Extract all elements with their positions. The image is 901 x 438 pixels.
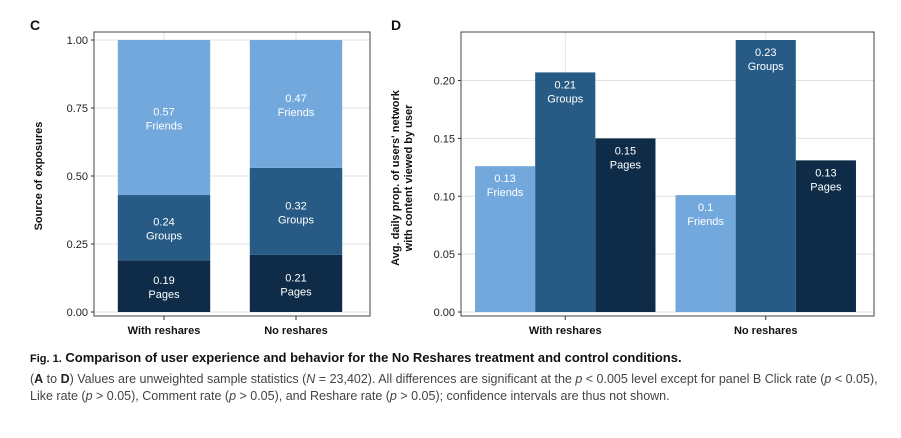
bar-groups	[535, 72, 596, 312]
series-label: Groups	[146, 231, 183, 243]
bar-segment-friends	[249, 40, 343, 168]
bar-friends	[675, 195, 736, 312]
figure-canvas: 0.000.250.500.751.000.19Pages0.24Groups0…	[30, 17, 875, 337]
bar-friends	[475, 166, 536, 312]
data-label: 0.47	[285, 93, 306, 105]
series-label: Pages	[810, 181, 842, 193]
series-label: Groups	[748, 61, 785, 73]
bar-segment-groups	[249, 167, 343, 255]
series-label: Pages	[280, 286, 312, 298]
y-tick-label: 0.00	[67, 307, 88, 319]
caption-italic: p	[824, 372, 832, 386]
data-label: 0.32	[285, 200, 306, 212]
data-label: 0.21	[555, 79, 576, 91]
data-label: 0.1	[698, 202, 713, 214]
series-label: Friends	[278, 107, 315, 119]
panel-border	[93, 31, 371, 317]
series-label: Groups	[547, 93, 584, 105]
data-label: 0.21	[285, 272, 306, 284]
caption-italic: p	[575, 372, 583, 386]
y-tick-label: 0.50	[67, 171, 88, 183]
caption-letter-d: D	[60, 372, 70, 386]
series-label: Friends	[146, 121, 183, 133]
data-label: 0.23	[755, 47, 776, 59]
y-tick-label: 0.10	[434, 191, 455, 203]
y-tick-label: 0.05	[434, 249, 455, 261]
figure-caption: Fig. 1. Comparison of user experience an…	[30, 350, 880, 405]
bar-groups	[735, 40, 796, 312]
x-tick-label: No reshares	[264, 325, 328, 337]
bar-segment-friends	[117, 40, 211, 196]
y-tick-label: 0.15	[434, 133, 455, 145]
y-axis-title: Source of exposures	[33, 122, 45, 231]
caption-text: to	[43, 372, 61, 386]
y-tick-label: 0.00	[434, 307, 455, 319]
data-label: 0.13	[815, 167, 836, 179]
bar-segment-groups	[117, 195, 211, 261]
caption-fig-label: Fig. 1.	[30, 353, 62, 365]
caption-title-text: Comparison of user experience and behavi…	[65, 350, 682, 365]
y-axis-title-line: Avg. daily prop. of users' network	[390, 89, 402, 266]
series-label: Friends	[687, 216, 724, 228]
caption-text: > 0.05), and Reshare rate (	[236, 389, 390, 403]
caption-text: > 0.05); confidence intervals are thus n…	[396, 389, 670, 403]
caption-body: (A to D) Values are unweighted sample st…	[30, 371, 880, 405]
panel-label: C	[30, 17, 40, 33]
y-tick-label: 0.20	[434, 76, 455, 88]
bar-segment-pages	[117, 260, 211, 312]
y-tick-label: 0.25	[67, 239, 88, 251]
data-label: 0.19	[153, 275, 174, 287]
y-axis-title: Avg. daily prop. of users' networkwith c…	[390, 89, 415, 266]
data-label: 0.24	[153, 217, 174, 229]
caption-text: < 0.005 level except for panel B Click r…	[582, 372, 825, 386]
series-label: Friends	[487, 187, 524, 199]
bar-pages	[795, 160, 856, 312]
x-tick-label: No reshares	[734, 325, 798, 337]
caption-letter-a: A	[34, 372, 44, 386]
y-axis-title-line: with content viewed by user	[403, 104, 415, 252]
panel-c: 0.00 0.25 0.50 0.75 1.00 0.19 Pages 0.24 Groups 0…	[30, 17, 371, 337]
caption-text: < 0.05), Like rate (	[30, 372, 878, 403]
y-tick-label: 0.75	[67, 103, 88, 115]
bar-segment-pages	[249, 254, 343, 312]
series-label: Groups	[278, 214, 315, 226]
caption-italic: p	[389, 389, 397, 403]
panel-d: 0.00 0.05 0.10 0.15 0.20 0.13 Friends 0.21 Group…	[390, 17, 875, 337]
series-label: Pages	[610, 159, 642, 171]
data-label: 0.57	[153, 107, 174, 119]
caption-text: (	[30, 372, 35, 386]
caption-text: ) Values are unweighted sample statistic…	[69, 372, 307, 386]
caption-italic: p	[85, 389, 93, 403]
panel-label: D	[391, 17, 401, 33]
caption-text: > 0.05), Comment rate (	[92, 389, 230, 403]
caption-italic: N	[306, 372, 316, 386]
caption-text: = 23,402). All differences are significa…	[315, 372, 576, 386]
caption-italic: p	[229, 389, 237, 403]
caption-title: Fig. 1. Comparison of user experience an…	[30, 350, 880, 365]
panel-border	[460, 31, 875, 317]
x-tick-label: With reshares	[128, 325, 201, 337]
x-tick-label: With reshares	[529, 325, 602, 337]
data-label: 0.15	[615, 145, 636, 157]
series-label: Pages	[148, 289, 180, 301]
data-label: 0.13	[494, 173, 515, 185]
y-tick-label: 1.00	[67, 35, 88, 47]
bar-pages	[595, 138, 656, 312]
